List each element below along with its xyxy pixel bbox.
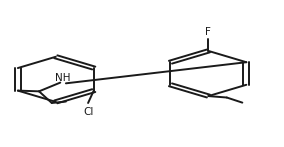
Text: F: F — [206, 27, 211, 37]
Text: NH: NH — [55, 72, 71, 82]
Text: Cl: Cl — [83, 107, 93, 117]
